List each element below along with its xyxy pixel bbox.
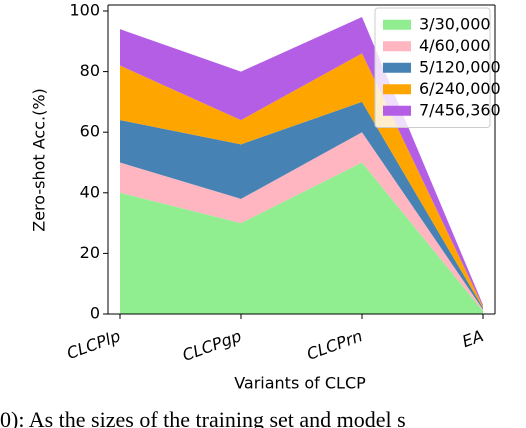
legend-swatch — [383, 84, 411, 95]
legend-swatch — [383, 19, 411, 30]
legend-label: 3/30,000 — [419, 14, 491, 33]
y-tick-label: 100 — [69, 1, 100, 20]
caption: 0): As the sizes of the training set and… — [0, 407, 406, 428]
legend-label: 4/60,000 — [419, 36, 491, 55]
x-tick-label: EA — [460, 326, 486, 351]
legend-swatch — [383, 41, 411, 52]
area — [120, 101, 483, 310]
y-tick-label: 60 — [80, 122, 100, 141]
x-tick-label: CLCPgp — [180, 326, 244, 365]
legend-swatch — [383, 105, 411, 116]
legend-swatch — [383, 62, 411, 73]
x-tick-label: CLCPrn — [304, 326, 365, 364]
legend-box — [374, 7, 491, 128]
legend-label: 7/456,360 — [419, 100, 501, 119]
y-tick-label: 80 — [80, 61, 100, 80]
x-axis-label: Variants of CLCP — [234, 374, 366, 393]
x-tick-label: CLCPlp — [64, 326, 123, 363]
y-axis-label: Zero-shot Acc.(%) — [30, 88, 49, 232]
area — [120, 162, 483, 314]
y-tick-label: 20 — [80, 243, 100, 262]
y-tick-label: 40 — [80, 182, 100, 201]
y-tick-label: 0 — [90, 304, 100, 323]
legend-label: 5/120,000 — [419, 57, 501, 76]
legend-label: 6/240,000 — [419, 79, 501, 98]
area — [120, 132, 483, 311]
